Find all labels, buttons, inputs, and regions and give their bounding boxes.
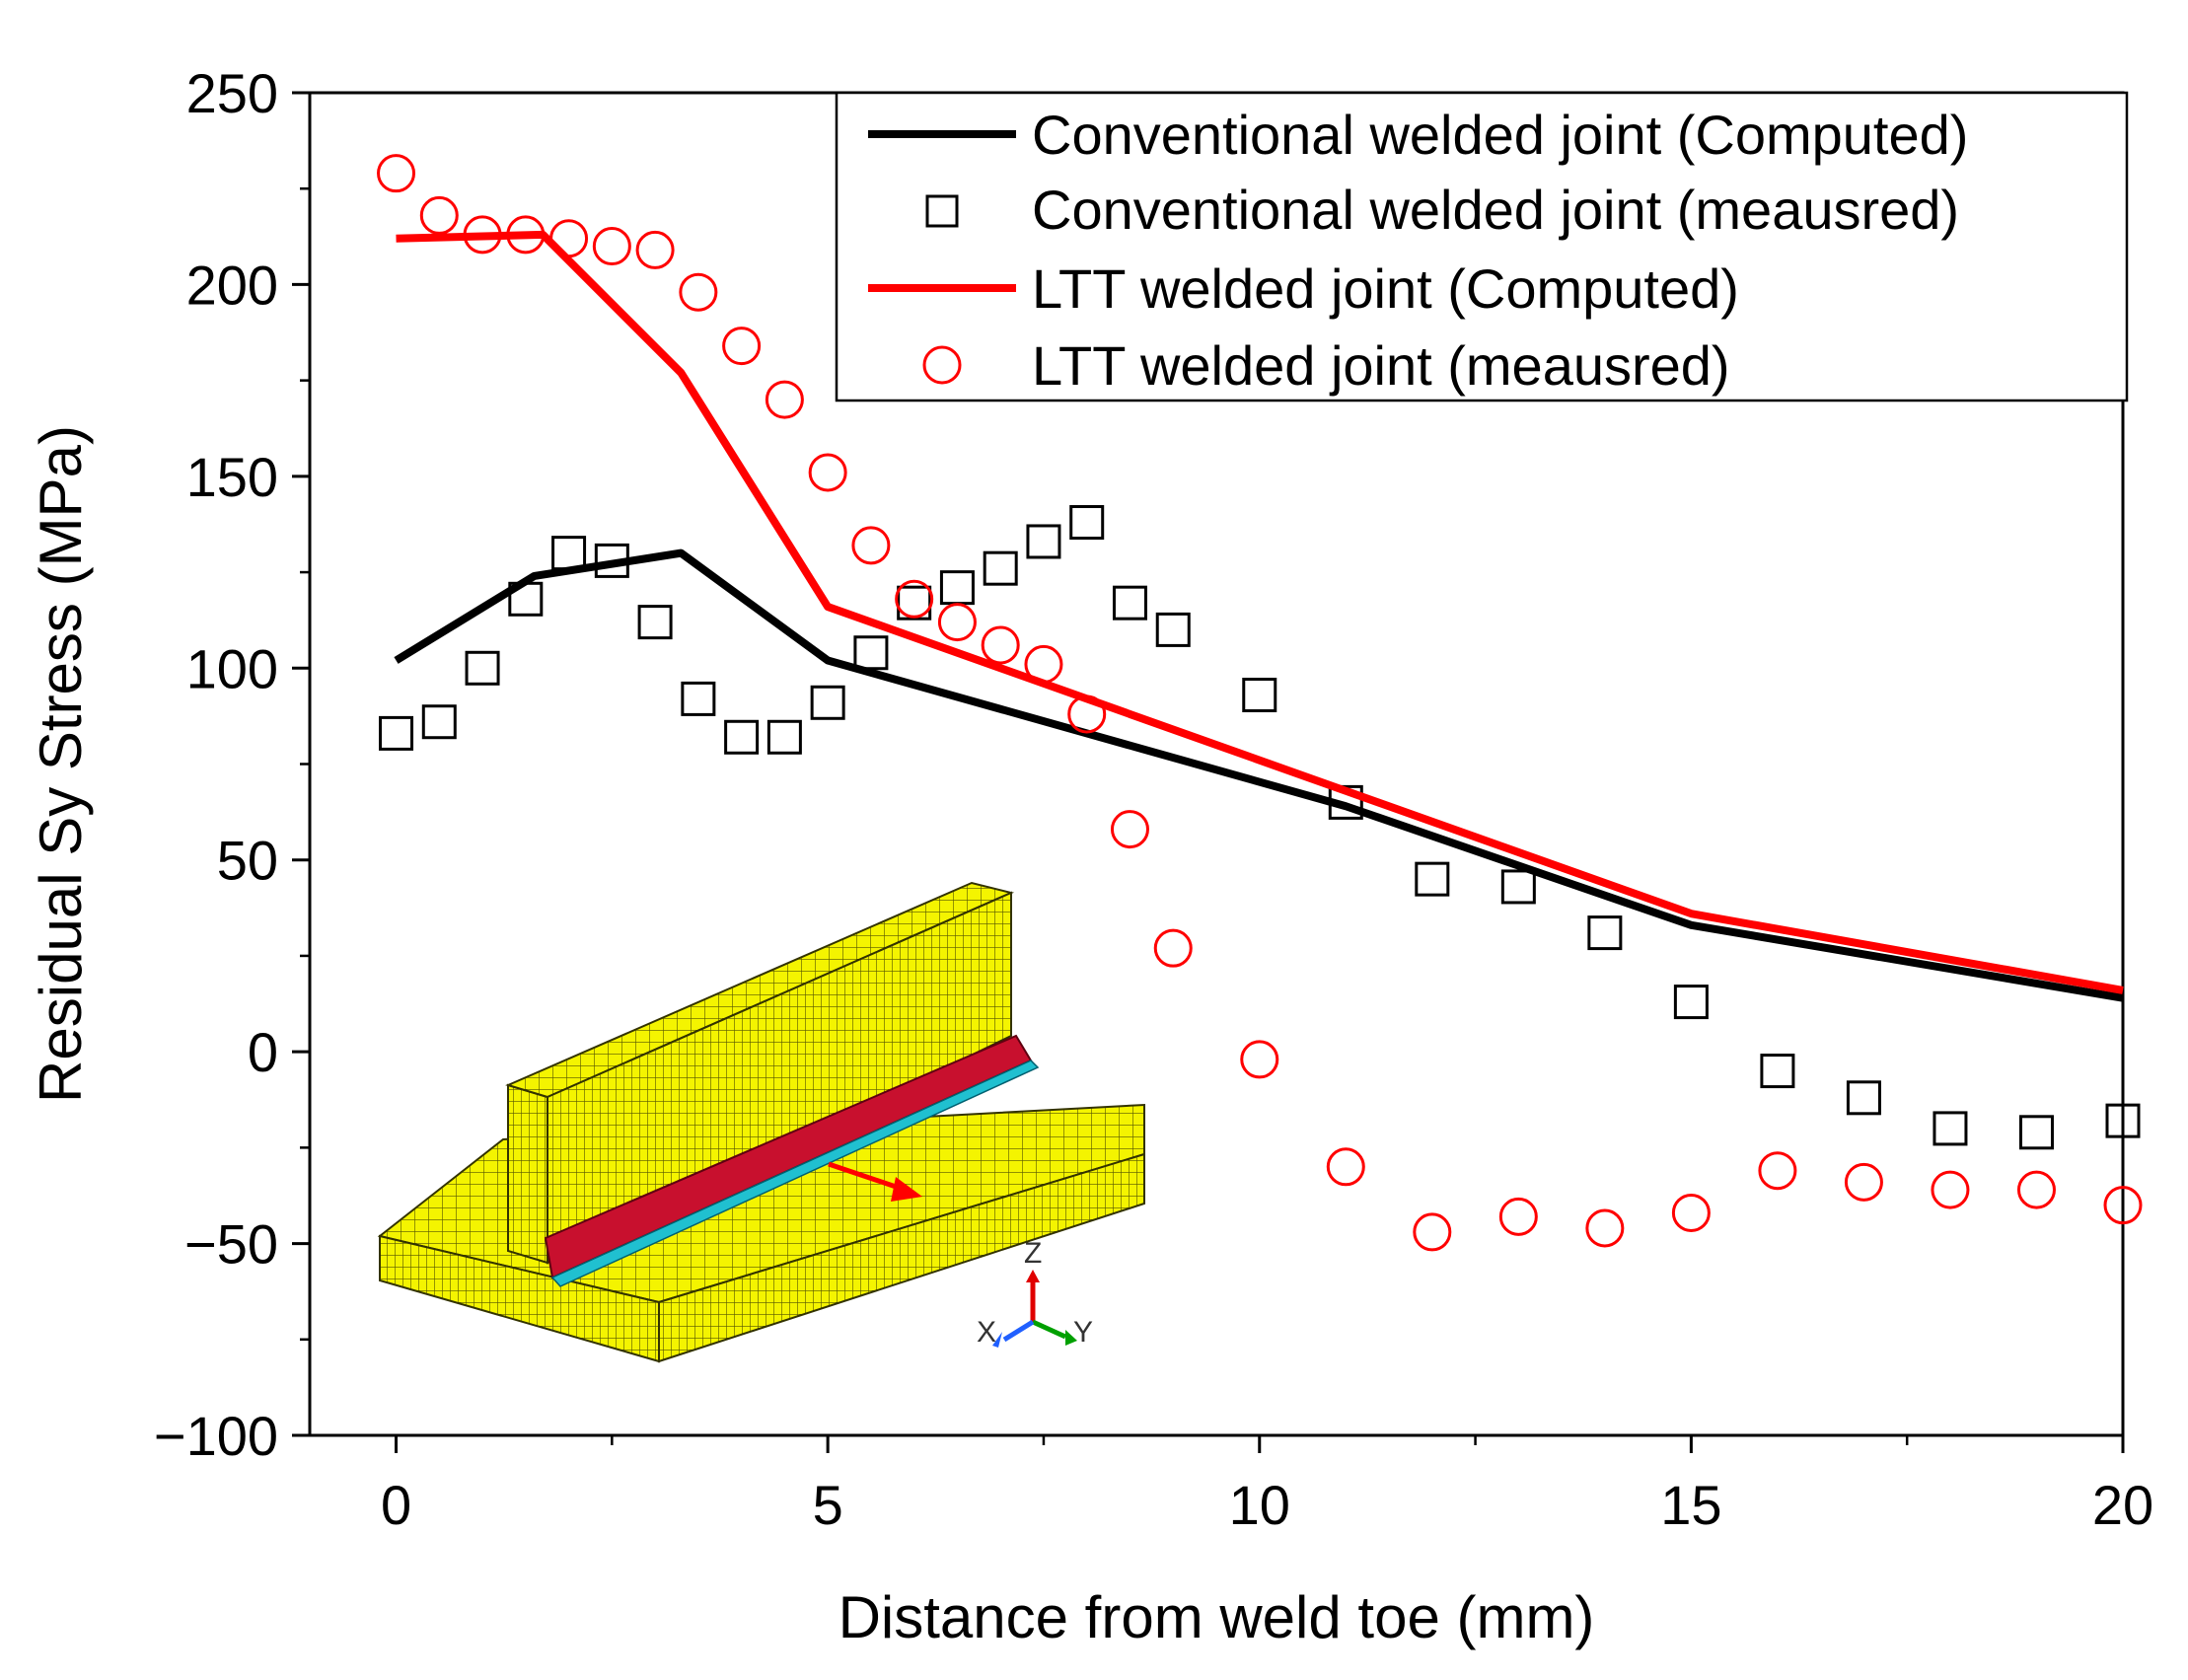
axis-x-label: X — [977, 1316, 996, 1349]
circle-marker — [1326, 1147, 1365, 1187]
circle-marker — [937, 603, 977, 642]
x-tick-label: 5 — [813, 1474, 843, 1536]
circle-marker — [1413, 1212, 1452, 1252]
circle-marker — [765, 380, 804, 419]
path-arrow-head — [891, 1177, 922, 1202]
square-marker — [1155, 612, 1191, 647]
y-tick-label: 0 — [248, 1021, 278, 1083]
legend-label-ltt-measured: LTT welded joint (meausred) — [1032, 334, 1730, 397]
circle-marker — [1240, 1040, 1279, 1079]
series-layer — [377, 154, 2143, 1252]
axis-z-label: Z — [1024, 1237, 1042, 1270]
y-tick-label: −50 — [184, 1213, 278, 1276]
square-marker — [1760, 1054, 1795, 1089]
square-marker — [1846, 1080, 1881, 1116]
y-tick-label: 100 — [186, 637, 278, 699]
y-tick-label: 150 — [186, 446, 278, 508]
square-marker — [465, 650, 500, 686]
square-marker — [1933, 1111, 1968, 1146]
legend-label-ltt-computed: LTT welded joint (Computed) — [1032, 257, 1739, 320]
square-marker — [421, 704, 457, 740]
y-tick-label: −100 — [154, 1405, 278, 1467]
square-marker — [1069, 505, 1105, 541]
square-marker — [681, 681, 716, 716]
legend: Conventional welded joint (Computed) Con… — [835, 91, 2129, 402]
y-axis: −100 −50 0 50 100 150 200 250 — [154, 62, 310, 1467]
square-marker — [1415, 861, 1450, 897]
circle-marker — [808, 453, 847, 492]
circle-marker — [1024, 644, 1063, 684]
x-axis: 0 5 10 15 20 — [381, 1435, 2153, 1536]
square-marker — [594, 543, 629, 578]
y-tick-label: 250 — [186, 62, 278, 124]
circle-marker — [377, 154, 416, 193]
series-line-conventional-welded-joint-computed — [394, 548, 2124, 1002]
weld-toe-line — [550, 1059, 1040, 1287]
circle-marker — [1498, 1197, 1538, 1236]
circle-marker — [1110, 810, 1149, 849]
y-tick-label: 200 — [186, 254, 278, 316]
circle-marker — [1758, 1151, 1797, 1191]
square-marker — [810, 685, 845, 720]
circle-marker — [895, 579, 934, 619]
x-tick-label: 15 — [1660, 1474, 1721, 1536]
legend-swatch-ltt-measured — [922, 345, 962, 385]
square-marker — [1500, 869, 1536, 905]
square-marker — [1328, 784, 1363, 820]
circle-marker — [722, 327, 762, 366]
square-marker — [766, 719, 802, 755]
circle-marker — [419, 195, 459, 235]
x-axis-title: Distance from weld toe (mm) — [839, 1584, 1595, 1650]
x-tick-label: 10 — [1229, 1474, 1290, 1536]
circle-marker — [2016, 1170, 2056, 1209]
weld-mesh-inset: Z X Y — [377, 881, 1145, 1363]
base-plate-side — [658, 1152, 1145, 1363]
square-marker — [508, 581, 544, 617]
circle-marker — [1844, 1162, 1883, 1202]
circle-marker — [981, 625, 1020, 665]
circle-marker — [463, 215, 502, 255]
circle-marker — [506, 215, 546, 255]
square-marker — [637, 605, 673, 640]
legend-swatch-conv-measured — [925, 194, 959, 228]
circle-marker — [1931, 1170, 1970, 1209]
stiffener-face — [547, 891, 1012, 1265]
circle-marker — [851, 526, 891, 565]
circle-marker — [1671, 1193, 1711, 1232]
square-marker — [379, 715, 414, 751]
square-marker — [551, 536, 587, 571]
square-marker — [1026, 524, 1061, 559]
square-marker — [2105, 1103, 2141, 1138]
axis-y-label: Y — [1073, 1316, 1093, 1349]
square-marker — [724, 719, 760, 755]
circle-marker — [2103, 1186, 2143, 1225]
x-tick-label: 20 — [2092, 1474, 2153, 1536]
square-marker — [1112, 585, 1147, 621]
legend-label-conv-computed: Conventional welded joint (Computed) — [1032, 104, 1968, 166]
circle-marker — [1153, 928, 1193, 968]
coordinate-triad: Z X Y — [977, 1237, 1093, 1349]
circle-marker — [592, 227, 631, 266]
circle-marker — [1067, 694, 1107, 734]
square-marker — [2018, 1115, 2054, 1150]
x-tick-label: 0 — [381, 1474, 411, 1536]
circle-marker — [679, 272, 718, 312]
square-marker — [1587, 915, 1623, 951]
y-tick-label: 50 — [217, 830, 278, 892]
circle-marker — [1585, 1208, 1625, 1248]
square-marker — [853, 635, 889, 671]
circle-marker — [635, 230, 675, 269]
stiffener-front — [507, 1083, 548, 1265]
square-marker — [897, 585, 932, 621]
square-marker — [1673, 985, 1709, 1020]
square-marker — [1242, 678, 1277, 713]
y-axis-title: Residual Sy Stress (MPa) — [28, 425, 94, 1103]
square-marker — [983, 550, 1018, 586]
legend-label-conv-measured: Conventional welded joint (meausred) — [1032, 179, 1959, 241]
circle-marker — [549, 219, 589, 258]
legend-box — [835, 91, 2129, 402]
